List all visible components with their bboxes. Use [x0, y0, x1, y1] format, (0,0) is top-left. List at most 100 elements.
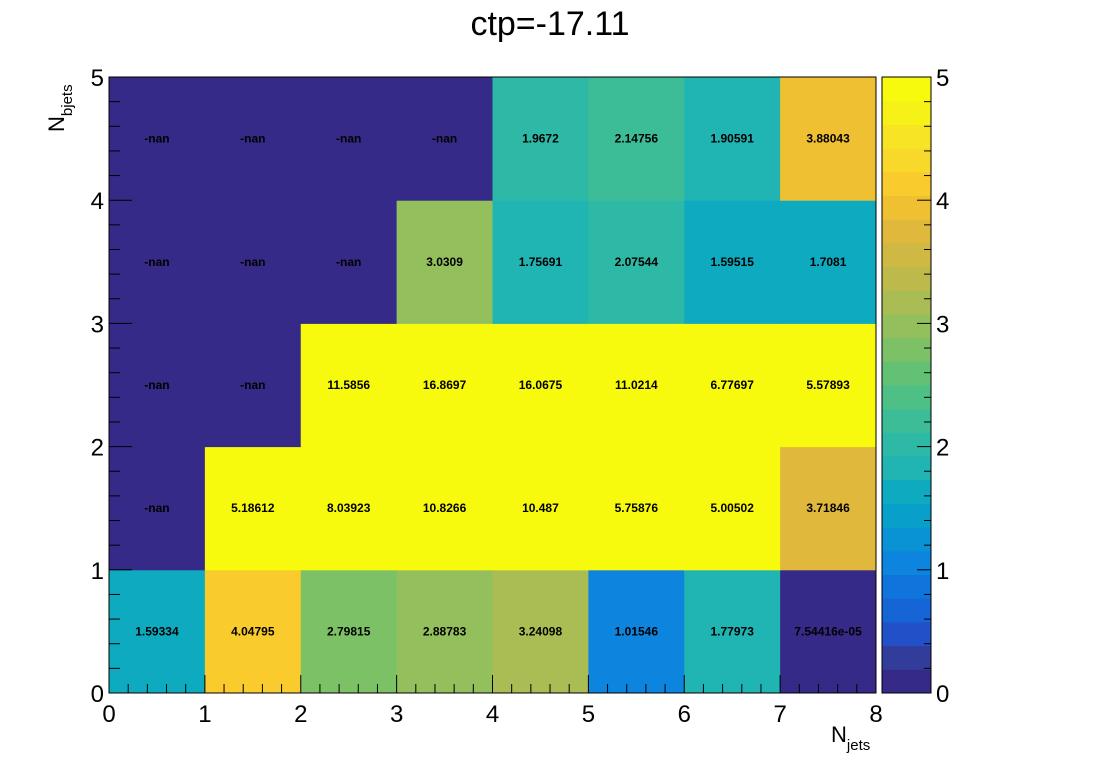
y-tick-label: 1 — [91, 558, 104, 585]
y-tick-label: 0 — [91, 681, 104, 708]
heatmap-cell — [492, 323, 589, 448]
cell-value-label: 1.9672 — [522, 132, 559, 146]
cell-value-label: 8.03923 — [327, 501, 371, 515]
z-tick-label: 2 — [936, 435, 949, 462]
heatmap-cell — [780, 77, 877, 201]
cell-value-label: 2.79815 — [327, 624, 371, 638]
cell-labels: 1.59334 4.04795 2.79815 2.88783 3.24098 1.015… — [135, 132, 862, 639]
x-axis-title-main: N — [831, 722, 847, 747]
cell-value-label: 4.04795 — [231, 624, 275, 638]
heatmap-cell — [492, 446, 589, 571]
y-axis-title: Nbjets — [44, 84, 76, 132]
heatmap-cell — [109, 200, 206, 324]
cell-value-label: 3.0309 — [426, 255, 463, 269]
x-tick-label: 5 — [582, 701, 595, 728]
cell-value-label: -nan — [144, 501, 169, 515]
heatmap-cell — [300, 569, 398, 694]
y-axis-title-sub: bjets — [59, 84, 76, 116]
palette-swatch — [882, 171, 931, 196]
cell-value-label: 1.75691 — [519, 255, 563, 269]
cell-value-label: -nan — [240, 132, 265, 146]
heatmap-cell — [300, 200, 398, 324]
heatmap-cell — [492, 569, 589, 694]
heatmap-cell — [588, 323, 685, 448]
x-axis: 0 1 2 3 4 5 6 7 8 — [102, 675, 883, 728]
cell-value-label: 2.88783 — [423, 624, 467, 638]
palette-swatch — [882, 242, 931, 268]
palette-swatch — [882, 124, 931, 149]
heatmap-cell — [300, 323, 398, 448]
heatmap-cell — [204, 77, 302, 201]
palette-swatch — [882, 195, 931, 220]
heatmap-cell — [588, 446, 685, 571]
palette-swatch — [882, 266, 931, 291]
cell-value-label: 6.77697 — [710, 378, 754, 392]
cell-value-label: 1.77973 — [710, 624, 754, 638]
palette-swatch — [882, 290, 931, 315]
palette-swatch — [882, 77, 931, 102]
cell-value-label: 3.88043 — [806, 132, 850, 146]
heatmap-cell — [204, 323, 302, 448]
heatmap-cell — [684, 77, 781, 201]
cell-value-label: -nan — [432, 132, 457, 146]
heatmap-cell — [780, 569, 877, 694]
heatmap-cell — [396, 200, 493, 324]
cell-value-label: 1.90591 — [710, 132, 754, 146]
y-axis-title-main: N — [44, 116, 69, 132]
x-tick-label: 0 — [102, 701, 115, 728]
heatmap-cell — [780, 323, 877, 448]
heatmap-cell — [204, 446, 302, 571]
cell-value-label: 3.71846 — [806, 501, 850, 515]
cell-value-label: 5.75876 — [615, 501, 659, 515]
color-scale: 0 1 2 3 4 5 — [881, 65, 949, 708]
palette-swatch — [882, 337, 931, 362]
cell-value-label: 2.14756 — [615, 132, 659, 146]
cell-value-label: -nan — [336, 132, 361, 146]
x-tick-label: 4 — [486, 701, 499, 728]
palette-swatch — [882, 479, 931, 504]
z-tick-label: 1 — [936, 558, 949, 585]
cell-value-label: 11.5856 — [327, 378, 370, 392]
y-tick-label: 5 — [91, 65, 104, 92]
z-tick-label: 4 — [936, 188, 949, 215]
palette-swatch — [882, 100, 931, 125]
palette-swatch — [882, 408, 931, 433]
heatmap-cell — [109, 446, 206, 571]
heatmap-cell — [492, 200, 589, 324]
palette-swatch — [882, 361, 931, 386]
heatmap-cell — [684, 446, 781, 571]
cell-value-label: 1.59334 — [135, 624, 179, 638]
cell-value-label: 5.57893 — [806, 378, 850, 392]
cell-value-label: -nan — [336, 255, 361, 269]
heatmap-cell — [300, 446, 398, 571]
cell-value-label: 2.07544 — [615, 255, 659, 269]
heatmap-cell — [396, 446, 493, 571]
cell-value-label: 10.8266 — [423, 501, 467, 515]
x-tick-label: 8 — [869, 701, 882, 728]
x-tick-label: 3 — [390, 701, 403, 728]
x-axis-title-sub: jets — [846, 737, 870, 754]
palette-swatch — [882, 550, 931, 576]
z-tick-label: 3 — [936, 311, 949, 338]
heatmap-cell — [492, 77, 589, 201]
cell-value-label: 10.487 — [522, 501, 559, 515]
palette-frame — [881, 76, 932, 694]
x-tick-label: 2 — [294, 701, 307, 728]
palette-swatch — [882, 219, 931, 244]
heatmap-cell — [684, 200, 781, 324]
y-tick-label: 4 — [91, 188, 104, 215]
cell-value-label: 7.54416e-05 — [794, 624, 862, 638]
x-tick-label: 7 — [773, 701, 786, 728]
heatmap-cell — [396, 323, 493, 448]
palette-swatch — [882, 598, 931, 623]
cell-value-label: -nan — [144, 255, 169, 269]
z-tick-label: 0 — [936, 681, 949, 708]
y-tick-label: 2 — [91, 435, 104, 462]
cell-value-label: 1.01546 — [615, 624, 659, 638]
heatmap-cell — [588, 77, 685, 201]
y-tick-label: 3 — [91, 311, 104, 338]
palette-swatch — [882, 503, 931, 528]
palette-swatch — [882, 621, 931, 647]
cell-value-label: 16.8697 — [423, 378, 467, 392]
